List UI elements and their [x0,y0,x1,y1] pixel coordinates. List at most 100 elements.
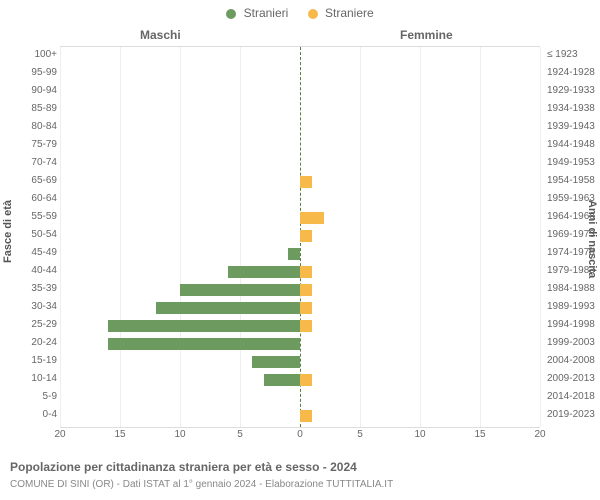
x-tick-label: 5 [237,429,243,440]
birthyear-label: 1984-1988 [547,283,600,294]
age-label: 55-59 [2,211,57,222]
population-pyramid-chart: Stranieri Straniere Maschi Femmine Fasce… [0,0,600,500]
bar-male [264,374,300,386]
age-label: 15-19 [2,355,57,366]
age-row: 45-491974-1978 [60,245,540,263]
birthyear-label: 1939-1943 [547,121,600,132]
age-label: 90-94 [2,85,57,96]
birthyear-label: 1934-1938 [547,103,600,114]
age-label: 45-49 [2,247,57,258]
age-label: 95-99 [2,67,57,78]
x-tick-label: 10 [414,429,425,440]
plot-area: 201510505101520100+≤ 192395-991924-19289… [60,46,540,428]
age-row: 40-441979-1983 [60,263,540,281]
age-label: 35-39 [2,283,57,294]
heading-female: Femmine [400,28,453,42]
age-label: 40-44 [2,265,57,276]
x-tick-label: 20 [534,429,545,440]
age-label: 30-34 [2,301,57,312]
birthyear-label: 1974-1978 [547,247,600,258]
age-row: 30-341989-1993 [60,299,540,317]
bar-female [300,230,312,242]
legend-label-female: Straniere [325,6,374,20]
age-row: 75-791944-1948 [60,137,540,155]
birthyear-label: 2014-2018 [547,391,600,402]
x-tick-label: 20 [54,429,65,440]
age-row: 100+≤ 1923 [60,47,540,65]
age-label: 65-69 [2,175,57,186]
age-label: 100+ [2,49,57,60]
birthyear-label: 1929-1933 [547,85,600,96]
legend-swatch-female [308,9,318,19]
bar-male [108,320,300,332]
age-row: 60-641959-1963 [60,191,540,209]
age-row: 20-241999-2003 [60,335,540,353]
age-row: 95-991924-1928 [60,65,540,83]
bar-female [300,212,324,224]
bar-female [300,266,312,278]
age-label: 10-14 [2,373,57,384]
birthyear-label: 1989-1993 [547,301,600,312]
age-label: 0-4 [2,409,57,420]
birthyear-label: 2019-2023 [547,409,600,420]
age-row: 65-691954-1958 [60,173,540,191]
birthyear-label: 1979-1983 [547,265,600,276]
birthyear-label: 1949-1953 [547,157,600,168]
bar-female [300,302,312,314]
legend-item-male: Stranieri [226,6,288,20]
x-tick-label: 15 [474,429,485,440]
birthyear-label: 1994-1998 [547,319,600,330]
bar-male [288,248,300,260]
heading-male: Maschi [140,28,181,42]
x-tick-label: 10 [174,429,185,440]
legend: Stranieri Straniere [0,6,600,20]
age-row: 15-192004-2008 [60,353,540,371]
legend-item-female: Straniere [308,6,374,20]
gridline [540,47,541,427]
age-label: 80-84 [2,121,57,132]
bar-female [300,284,312,296]
age-row: 90-941929-1933 [60,83,540,101]
age-row: 80-841939-1943 [60,119,540,137]
age-label: 70-74 [2,157,57,168]
chart-title: Popolazione per cittadinanza straniera p… [10,460,357,474]
birthyear-label: 1969-1973 [547,229,600,240]
birthyear-label: 1959-1963 [547,193,600,204]
bar-male [180,284,300,296]
birthyear-label: 2009-2013 [547,373,600,384]
birthyear-label: 1944-1948 [547,139,600,150]
age-label: 5-9 [2,391,57,402]
chart-subtitle: COMUNE DI SINI (OR) - Dati ISTAT al 1° g… [10,479,393,490]
age-label: 85-89 [2,103,57,114]
x-tick-label: 15 [114,429,125,440]
bar-female [300,320,312,332]
legend-label-male: Stranieri [244,6,289,20]
age-label: 60-64 [2,193,57,204]
age-row: 10-142009-2013 [60,371,540,389]
age-row: 85-891934-1938 [60,101,540,119]
birthyear-label: 1954-1958 [547,175,600,186]
bar-male [156,302,300,314]
birthyear-label: 1924-1928 [547,67,600,78]
birthyear-label: 1999-2003 [547,337,600,348]
age-row: 70-741949-1953 [60,155,540,173]
bar-female [300,410,312,422]
birthyear-label: 1964-1968 [547,211,600,222]
birthyear-label: ≤ 1923 [547,49,600,60]
bar-male [108,338,300,350]
age-row: 35-391984-1988 [60,281,540,299]
legend-swatch-male [226,9,236,19]
age-label: 20-24 [2,337,57,348]
age-row: 0-42019-2023 [60,407,540,425]
age-row: 25-291994-1998 [60,317,540,335]
age-row: 5-92014-2018 [60,389,540,407]
bar-female [300,176,312,188]
age-row: 50-541969-1973 [60,227,540,245]
bar-male [252,356,300,368]
x-tick-label: 0 [297,429,303,440]
age-label: 25-29 [2,319,57,330]
x-tick-label: 5 [357,429,363,440]
bar-female [300,374,312,386]
age-row: 55-591964-1968 [60,209,540,227]
birthyear-label: 2004-2008 [547,355,600,366]
